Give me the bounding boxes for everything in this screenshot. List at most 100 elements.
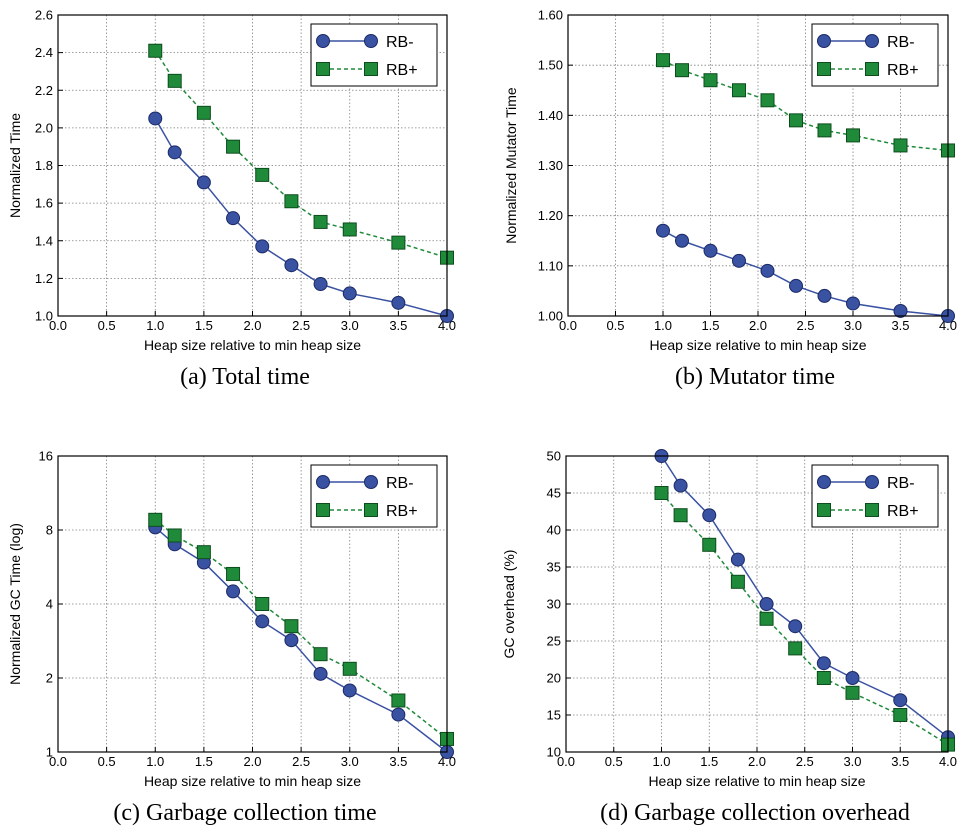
y-tick-label: 1.20 bbox=[538, 208, 563, 223]
data-point-rbplus bbox=[167, 73, 182, 88]
data-point-rbplus bbox=[226, 566, 241, 581]
legend-marker-rbminus bbox=[865, 475, 879, 489]
data-point-rbplus bbox=[654, 486, 669, 500]
x-axis-label: Heap size relative to min heap size bbox=[649, 337, 866, 353]
y-tick-label: 16 bbox=[39, 449, 53, 464]
data-point-rbplus bbox=[148, 512, 163, 527]
series-rbminus bbox=[148, 520, 454, 759]
x-tick-label: 0.0 bbox=[559, 318, 577, 333]
y-tick-label: 2.6 bbox=[35, 8, 53, 23]
x-tick-label: 0.5 bbox=[606, 318, 624, 333]
y-tick-label: 20 bbox=[547, 671, 561, 686]
legend-marker-rbminus bbox=[865, 34, 879, 48]
caption-gc-overhead: (d) Garbage collection overhead bbox=[600, 800, 910, 826]
x-tick-label: 0.5 bbox=[98, 318, 116, 333]
y-tick-label: 25 bbox=[547, 634, 561, 649]
legend-box bbox=[310, 23, 438, 87]
y-tick-label: 15 bbox=[547, 708, 561, 723]
y-tick-label: 1.0 bbox=[35, 309, 53, 324]
x-tick-label: 1.5 bbox=[701, 318, 719, 333]
data-point-rbplus bbox=[702, 537, 717, 552]
data-point-rbplus bbox=[196, 105, 211, 120]
data-point-rbplus bbox=[788, 641, 803, 656]
x-tick-label: 4.0 bbox=[939, 754, 957, 769]
data-point-rbminus bbox=[730, 552, 745, 567]
y-tick-label: 1 bbox=[46, 745, 53, 760]
data-point-rbminus bbox=[391, 295, 406, 310]
data-point-rbplus bbox=[893, 708, 908, 722]
plot-frame bbox=[57, 14, 448, 317]
data-point-rbplus bbox=[816, 671, 831, 685]
data-point-rbminus bbox=[789, 278, 803, 293]
data-point-rbplus bbox=[391, 693, 406, 708]
data-point-rbplus bbox=[789, 113, 803, 128]
series-rbplus bbox=[148, 43, 454, 265]
legend-label-rbplus: RB+ bbox=[386, 62, 418, 79]
x-tick-label: 2.5 bbox=[796, 318, 814, 333]
legend-marker-rbminus bbox=[364, 34, 378, 48]
data-point-rbplus bbox=[226, 139, 241, 154]
x-tick-label: 2.5 bbox=[292, 318, 310, 333]
data-point-rbminus bbox=[148, 111, 163, 126]
data-point-rbminus bbox=[196, 175, 211, 190]
data-point-rbminus bbox=[313, 277, 328, 292]
series-line-rbminus bbox=[154, 118, 448, 317]
legend-marker-rbplus bbox=[316, 62, 330, 76]
x-tick-label: 3.5 bbox=[891, 318, 909, 333]
legend-label-rbplus: RB+ bbox=[887, 503, 919, 520]
x-tick-label: 0.0 bbox=[557, 754, 575, 769]
caption-gc-time: (c) Garbage collection time bbox=[113, 800, 377, 826]
data-point-rbminus bbox=[255, 614, 270, 629]
legend: RB- RB+ bbox=[811, 464, 939, 528]
legend-marker-rbplus bbox=[364, 62, 378, 76]
plot-frame bbox=[57, 455, 448, 753]
y-tick-label: 1.10 bbox=[538, 258, 563, 273]
legend-marker-rbminus bbox=[817, 475, 831, 489]
data-point-rbminus bbox=[342, 683, 357, 698]
x-axis-label: Heap size relative to min heap size bbox=[144, 773, 361, 789]
caption-mutator-time: (b) Mutator time bbox=[675, 364, 835, 390]
y-tick-label: 30 bbox=[547, 597, 561, 612]
chart-mutator-time: 0.0 0.5 1.0 1.5 2.0 2.5 3.0 3.5 4.0 1.00 1.10 1.20 1… bbox=[503, 8, 957, 354]
data-point-rbminus bbox=[342, 286, 357, 301]
data-point-rbplus bbox=[759, 611, 774, 626]
x-axis-label: Heap size relative to min heap size bbox=[648, 773, 865, 789]
y-axis-label: GC overhead (%) bbox=[501, 550, 517, 659]
legend-marker-rbplus bbox=[364, 503, 378, 517]
data-point-rbplus bbox=[342, 222, 357, 237]
x-tick-label: 1.0 bbox=[654, 318, 672, 333]
series-rbminus bbox=[656, 223, 955, 323]
data-point-rbminus bbox=[675, 233, 689, 248]
data-point-rbplus bbox=[342, 661, 357, 676]
legend-marker-rbminus bbox=[316, 475, 330, 489]
y-tick-label: 4 bbox=[46, 597, 53, 612]
caption-total-time: (a) Total time bbox=[180, 364, 310, 390]
legend-label-rbminus: RB- bbox=[386, 34, 414, 51]
x-tick-label: 1.5 bbox=[195, 318, 213, 333]
legend: RB- RB+ bbox=[310, 23, 438, 87]
x-tick-label: 2.5 bbox=[796, 754, 814, 769]
x-tick-label: 3.5 bbox=[389, 754, 407, 769]
chart-total-time: 0.0 0.5 1.0 1.5 2.0 2.5 3.0 3.5 4.0 1.0 1.2 1.4 1.6 1… bbox=[7, 8, 456, 354]
y-tick-label: 50 bbox=[547, 449, 561, 464]
y-tick-label: 2.4 bbox=[35, 45, 53, 60]
plot-frame bbox=[565, 455, 949, 753]
data-point-rbplus bbox=[675, 63, 689, 78]
data-point-rbplus bbox=[846, 128, 860, 143]
data-point-rbminus bbox=[226, 211, 241, 226]
data-point-rbplus bbox=[845, 685, 860, 700]
series-line-rbplus bbox=[154, 50, 448, 259]
data-point-rbminus bbox=[893, 303, 908, 318]
x-tick-label: 0.5 bbox=[605, 754, 623, 769]
x-tick-label: 2.0 bbox=[748, 754, 766, 769]
x-tick-label: 1.0 bbox=[146, 318, 164, 333]
series-line-rbplus bbox=[660, 492, 949, 746]
data-point-rbplus bbox=[167, 528, 182, 543]
data-point-rbminus bbox=[732, 253, 746, 268]
legend-label-rbplus: RB+ bbox=[887, 62, 919, 79]
data-point-rbminus bbox=[703, 243, 718, 258]
legend-marker-rbminus bbox=[364, 475, 378, 489]
y-axis-label: Normalized Time bbox=[7, 113, 23, 218]
data-point-rbplus bbox=[703, 73, 718, 88]
